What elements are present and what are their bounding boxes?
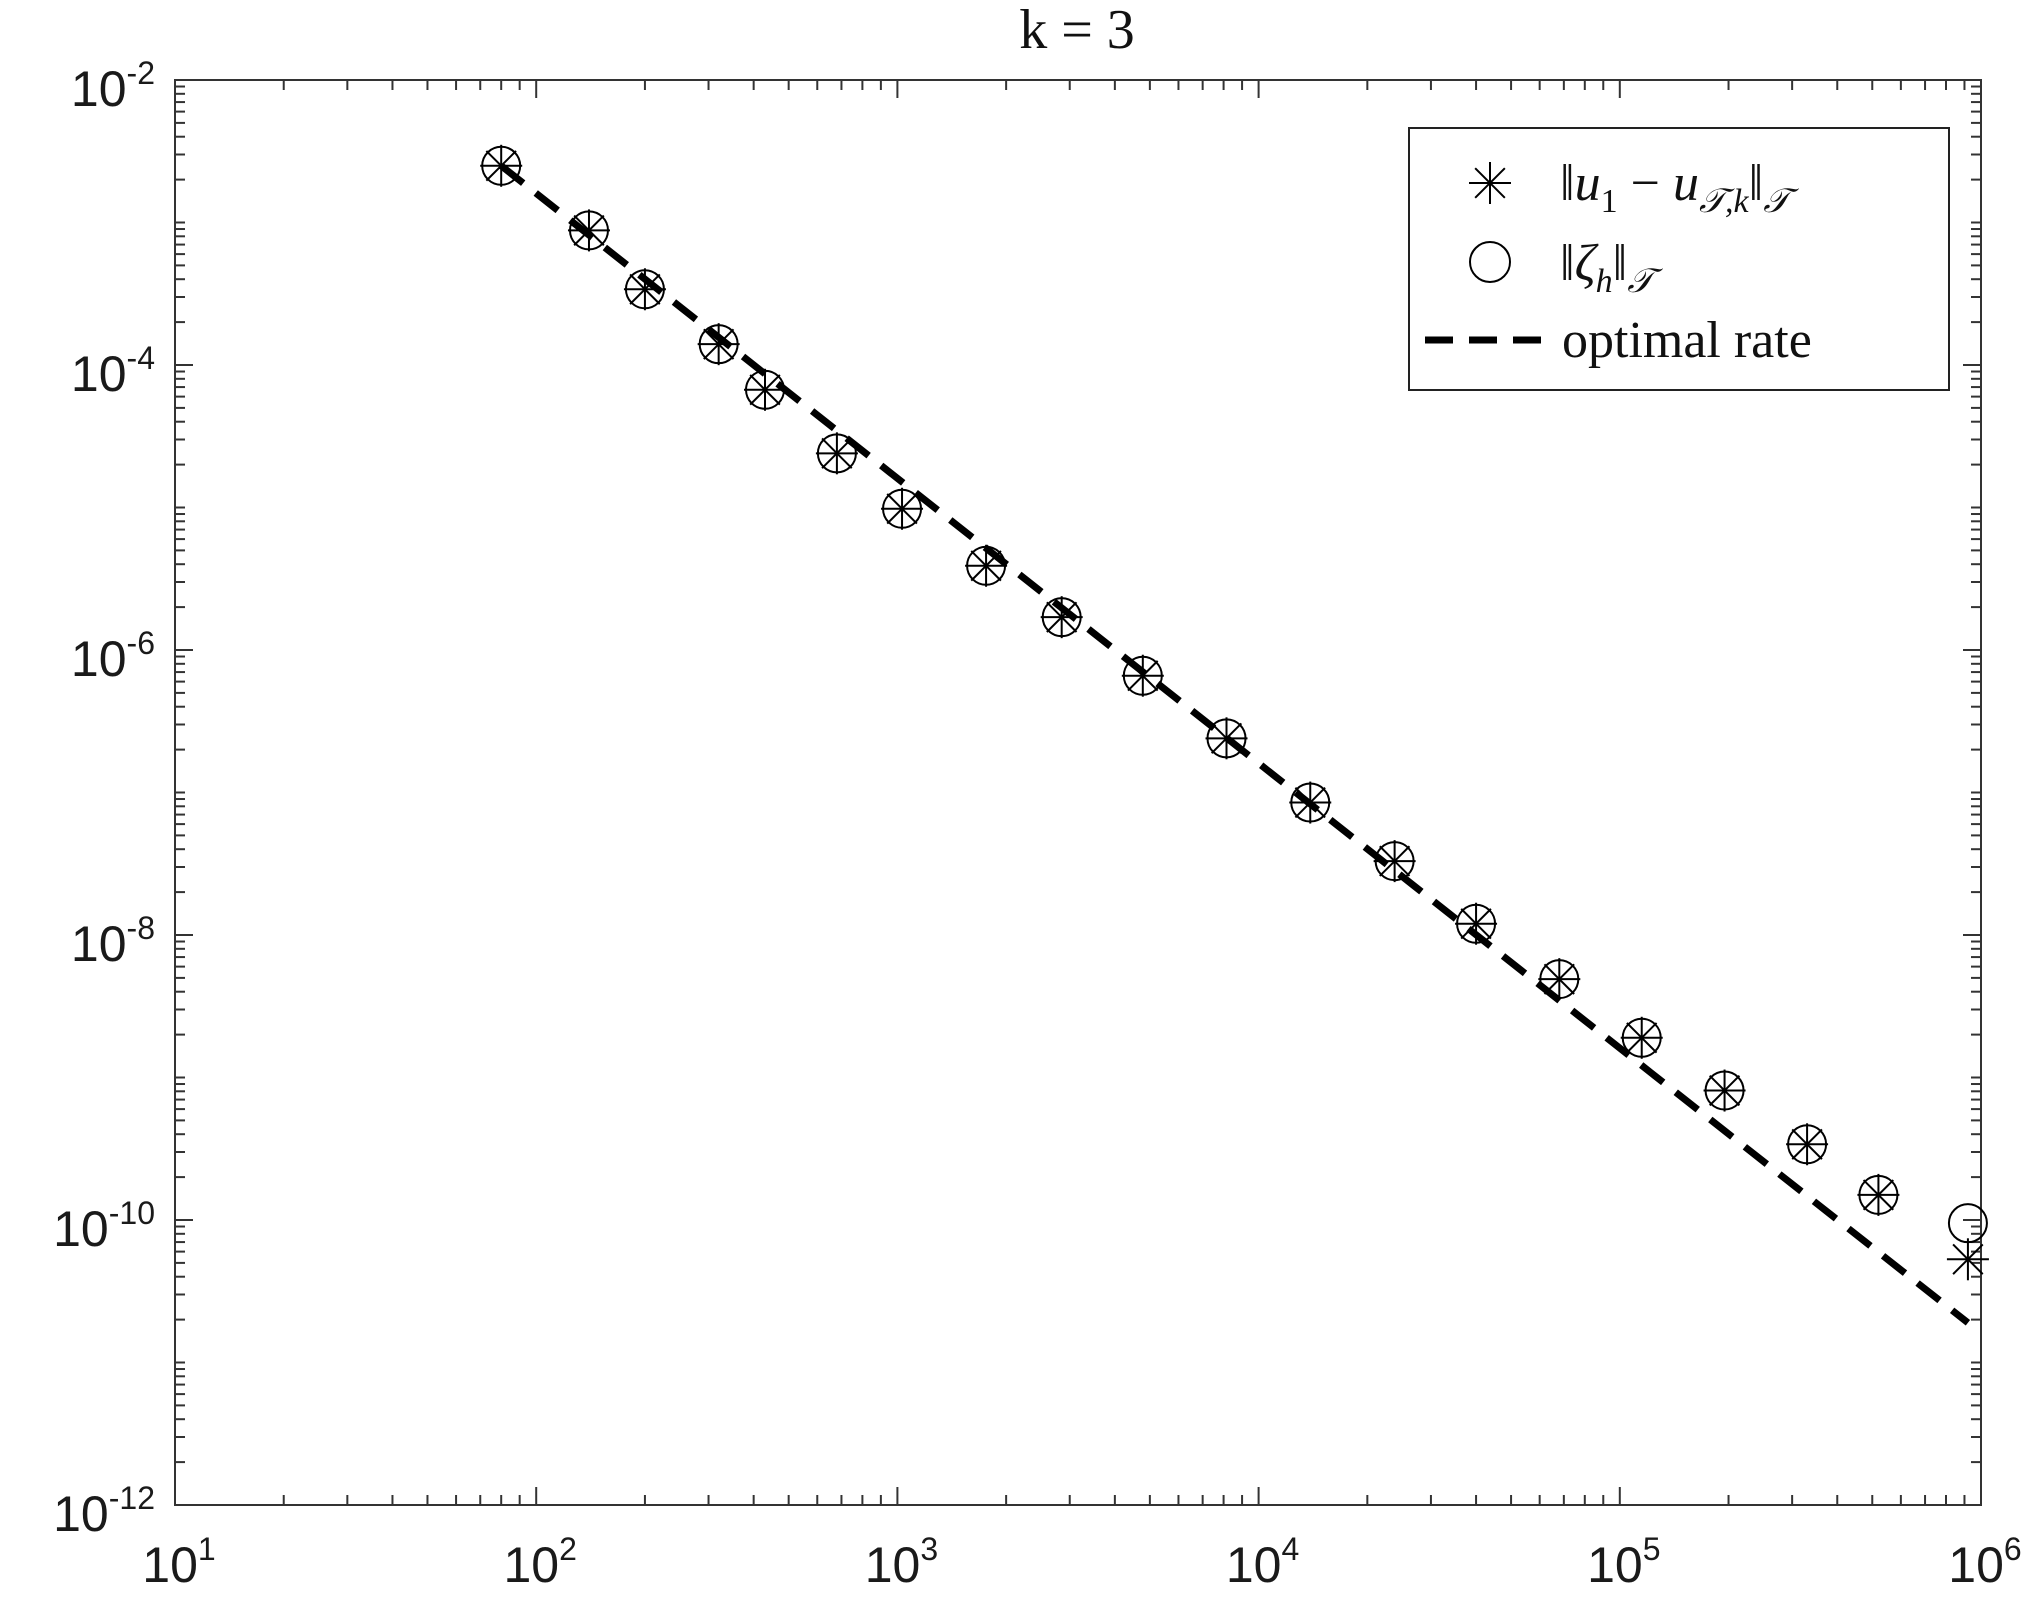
legend-asterisk-glyph — [1469, 162, 1511, 204]
x-tick-label: 106 — [1948, 1531, 2021, 1593]
x-tick-label: 103 — [865, 1531, 938, 1593]
error-point — [1946, 1238, 1989, 1281]
y-tick-label: 10-4 — [71, 340, 155, 402]
x-tick-label: 101 — [142, 1531, 215, 1593]
legend: ‖u1 − u𝒯,k‖𝒯 ‖ζh‖𝒯 optimal rate — [1408, 127, 1950, 391]
error-point — [623, 268, 666, 311]
error-point — [1538, 958, 1581, 1001]
legend-circle-marker — [1469, 241, 1511, 283]
x-tick-labels: 101 102 103 104 105 106 — [142, 1531, 2021, 1593]
legend-box — [1408, 127, 1950, 391]
error-point — [1205, 717, 1248, 760]
error-point — [1703, 1069, 1746, 1112]
axis-ticks — [174, 79, 1982, 1506]
error-point — [881, 487, 924, 530]
error-series — [480, 144, 1989, 1281]
error-point — [697, 323, 740, 366]
error-point — [744, 368, 787, 411]
y-tick-labels: 10-2 10-4 10-6 10-8 10-10 10-12 — [53, 55, 155, 1542]
legend-label-optimal-rate: optimal rate — [1562, 312, 1812, 369]
legend-asterisk-marker — [1469, 162, 1511, 204]
x-tick-label: 102 — [503, 1531, 576, 1593]
error-point — [567, 209, 610, 252]
y-tick-label: 10-2 — [71, 55, 155, 117]
y-tick-label: 10-6 — [71, 625, 155, 687]
optimal-rate-line — [499, 163, 1971, 1326]
chart-title: k = 3 — [1019, 0, 1135, 61]
optimal-rate-series — [499, 163, 1971, 1326]
error-point — [480, 144, 523, 187]
error-point — [1373, 840, 1416, 883]
error-point — [815, 432, 858, 475]
error-point — [1289, 781, 1332, 824]
error-point — [1455, 902, 1498, 945]
x-tick-label: 105 — [1587, 1531, 1660, 1593]
y-tick-label: 10-8 — [71, 910, 155, 972]
error-point — [1121, 654, 1164, 697]
error-point — [1620, 1016, 1663, 1059]
error-point — [965, 544, 1008, 587]
error-point — [1786, 1123, 1829, 1166]
x-tick-label: 104 — [1226, 1531, 1299, 1593]
y-tick-label: 10-12 — [53, 1480, 155, 1542]
error-point — [1857, 1173, 1900, 1216]
error-point — [1040, 596, 1083, 639]
y-tick-label: 10-10 — [53, 1195, 155, 1257]
